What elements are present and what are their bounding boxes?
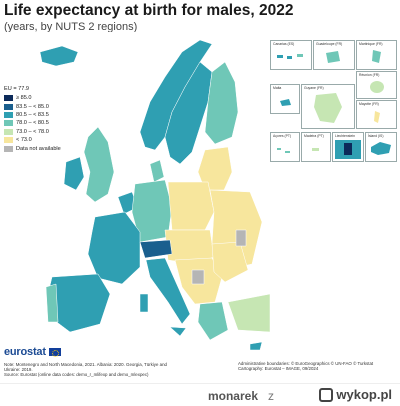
footer-username[interactable]: monarek (207, 389, 258, 403)
legend-row: < 73.0 (4, 136, 61, 144)
map-note: Note: Montenegro and North Macedonia, 20… (4, 362, 204, 378)
legend-row: 78.0 – < 80.5 (4, 119, 61, 127)
inset-guadeloupe: Guadeloupe (FR) (313, 40, 355, 70)
legend-swatch (4, 95, 13, 102)
eurostat-logo: eurostat (4, 346, 61, 358)
credits-boundaries: Administrative boundaries: © EuroGeograp… (238, 361, 374, 366)
inset-label: Ísland (IS) (368, 134, 384, 138)
inset-guyane: Guyane (FR) (301, 84, 355, 129)
region-france (87, 211, 141, 285)
eurostat-wordmark: eurostat (4, 346, 46, 358)
credits-cartography: Cartography: Eurostat – IMAGE, 09/2024 (238, 366, 319, 372)
inset-madeira: Madeira (PT) (301, 132, 331, 162)
legend-row: 73.0 – < 78.0 (4, 128, 61, 136)
region-ireland (63, 156, 85, 191)
inset-island: Ísland (IS) (365, 132, 397, 162)
legend-swatch (4, 145, 13, 152)
region-moldova (235, 229, 247, 247)
region-islands (169, 326, 187, 337)
region-cyprus (249, 341, 263, 351)
legend-row: Data not available (4, 144, 61, 152)
legend-label: ≥ 85.0 (16, 95, 32, 102)
region-iceland (39, 45, 79, 67)
wykop-wordmark: wykop.pl (336, 387, 392, 402)
region-alps (139, 239, 173, 259)
inset-malta: Malta (270, 84, 300, 114)
inset-label: Canarias (ES) (273, 42, 295, 46)
inset-reunion: Réunion (FR) (356, 71, 397, 99)
wykop-logo[interactable]: wykop.pl (319, 387, 392, 402)
region-baltics (197, 146, 233, 191)
inset-label: Guyane (FR) (304, 86, 324, 90)
legend-eu-average: EU = 77.9 (4, 86, 30, 92)
note-line: Ukraine: 2019. (4, 367, 33, 373)
inset-label: Guadeloupe (FR) (316, 42, 343, 46)
legend-label: 83.5 – < 85.0 (16, 103, 49, 110)
legend-label: 78.0 – < 80.5 (16, 120, 49, 127)
region-finland (204, 61, 239, 145)
inset-maps: Canarias (ES) Guadeloupe (FR) Martinique… (270, 40, 397, 185)
inset-acores: Açores (PT) (270, 132, 300, 162)
map-subtitle: (years, by NUTS 2 regions) (4, 21, 138, 33)
eu-flag-icon (48, 348, 61, 357)
footer-separator: z (268, 389, 274, 403)
legend-row: 80.5 – < 83.5 (4, 111, 61, 119)
footer-bar: monarek z wykop.pl (0, 383, 400, 406)
legend-label: 73.0 – < 78.0 (16, 128, 49, 135)
region-poland (167, 181, 215, 231)
inset-label: Açores (PT) (273, 134, 292, 138)
inset-label: Liechtenstein (335, 134, 355, 138)
region-italy (145, 257, 191, 325)
note-line: Note: Montenegro and North Macedonia, 20… (4, 362, 167, 367)
region-turkey (227, 293, 270, 333)
inset-martinique: Martinique (FR) (356, 40, 397, 70)
inset-label: Martinique (FR) (359, 42, 383, 46)
legend-label: < 73.0 (16, 137, 32, 144)
inset-label: Mayotte (FR) (359, 102, 379, 106)
legend-swatch (4, 103, 13, 110)
inset-label: Malta (273, 86, 282, 90)
note-source: Source: Eurostat (online data codes: dem… (4, 372, 149, 378)
region-serbia-na (191, 269, 205, 285)
inset-liechtenstein: Liechtenstein (332, 132, 364, 162)
wykop-icon (319, 387, 334, 402)
europe-map (0, 32, 270, 360)
map-title: Life expectancy at birth for males, 2022 (4, 2, 294, 19)
legend-label: Data not available (16, 145, 61, 152)
legend-row: 83.5 – < 85.0 (4, 102, 61, 110)
legend-swatch (4, 120, 13, 127)
region-greece (197, 301, 229, 341)
legend-swatch (4, 128, 13, 135)
legend-label: 80.5 – < 83.5 (16, 111, 49, 118)
inset-label: Madeira (PT) (304, 134, 324, 138)
region-denmark (149, 159, 165, 183)
map-credits: Administrative boundaries: © EuroGeograp… (238, 361, 373, 372)
legend-row: ≥ 85.0 (4, 94, 61, 102)
region-uk (83, 126, 115, 203)
legend-swatch (4, 111, 13, 118)
inset-mayotte: Mayotte (FR) (356, 100, 397, 129)
legend-swatch (4, 137, 13, 144)
inset-canarias: Canarias (ES) (270, 40, 312, 70)
region-romania (211, 241, 249, 283)
inset-label: Réunion (FR) (359, 73, 380, 77)
region-portugal (45, 283, 59, 323)
legend: EU = 77.9 ≥ 85.0 83.5 – < 85.0 80.5 – < … (4, 86, 61, 153)
